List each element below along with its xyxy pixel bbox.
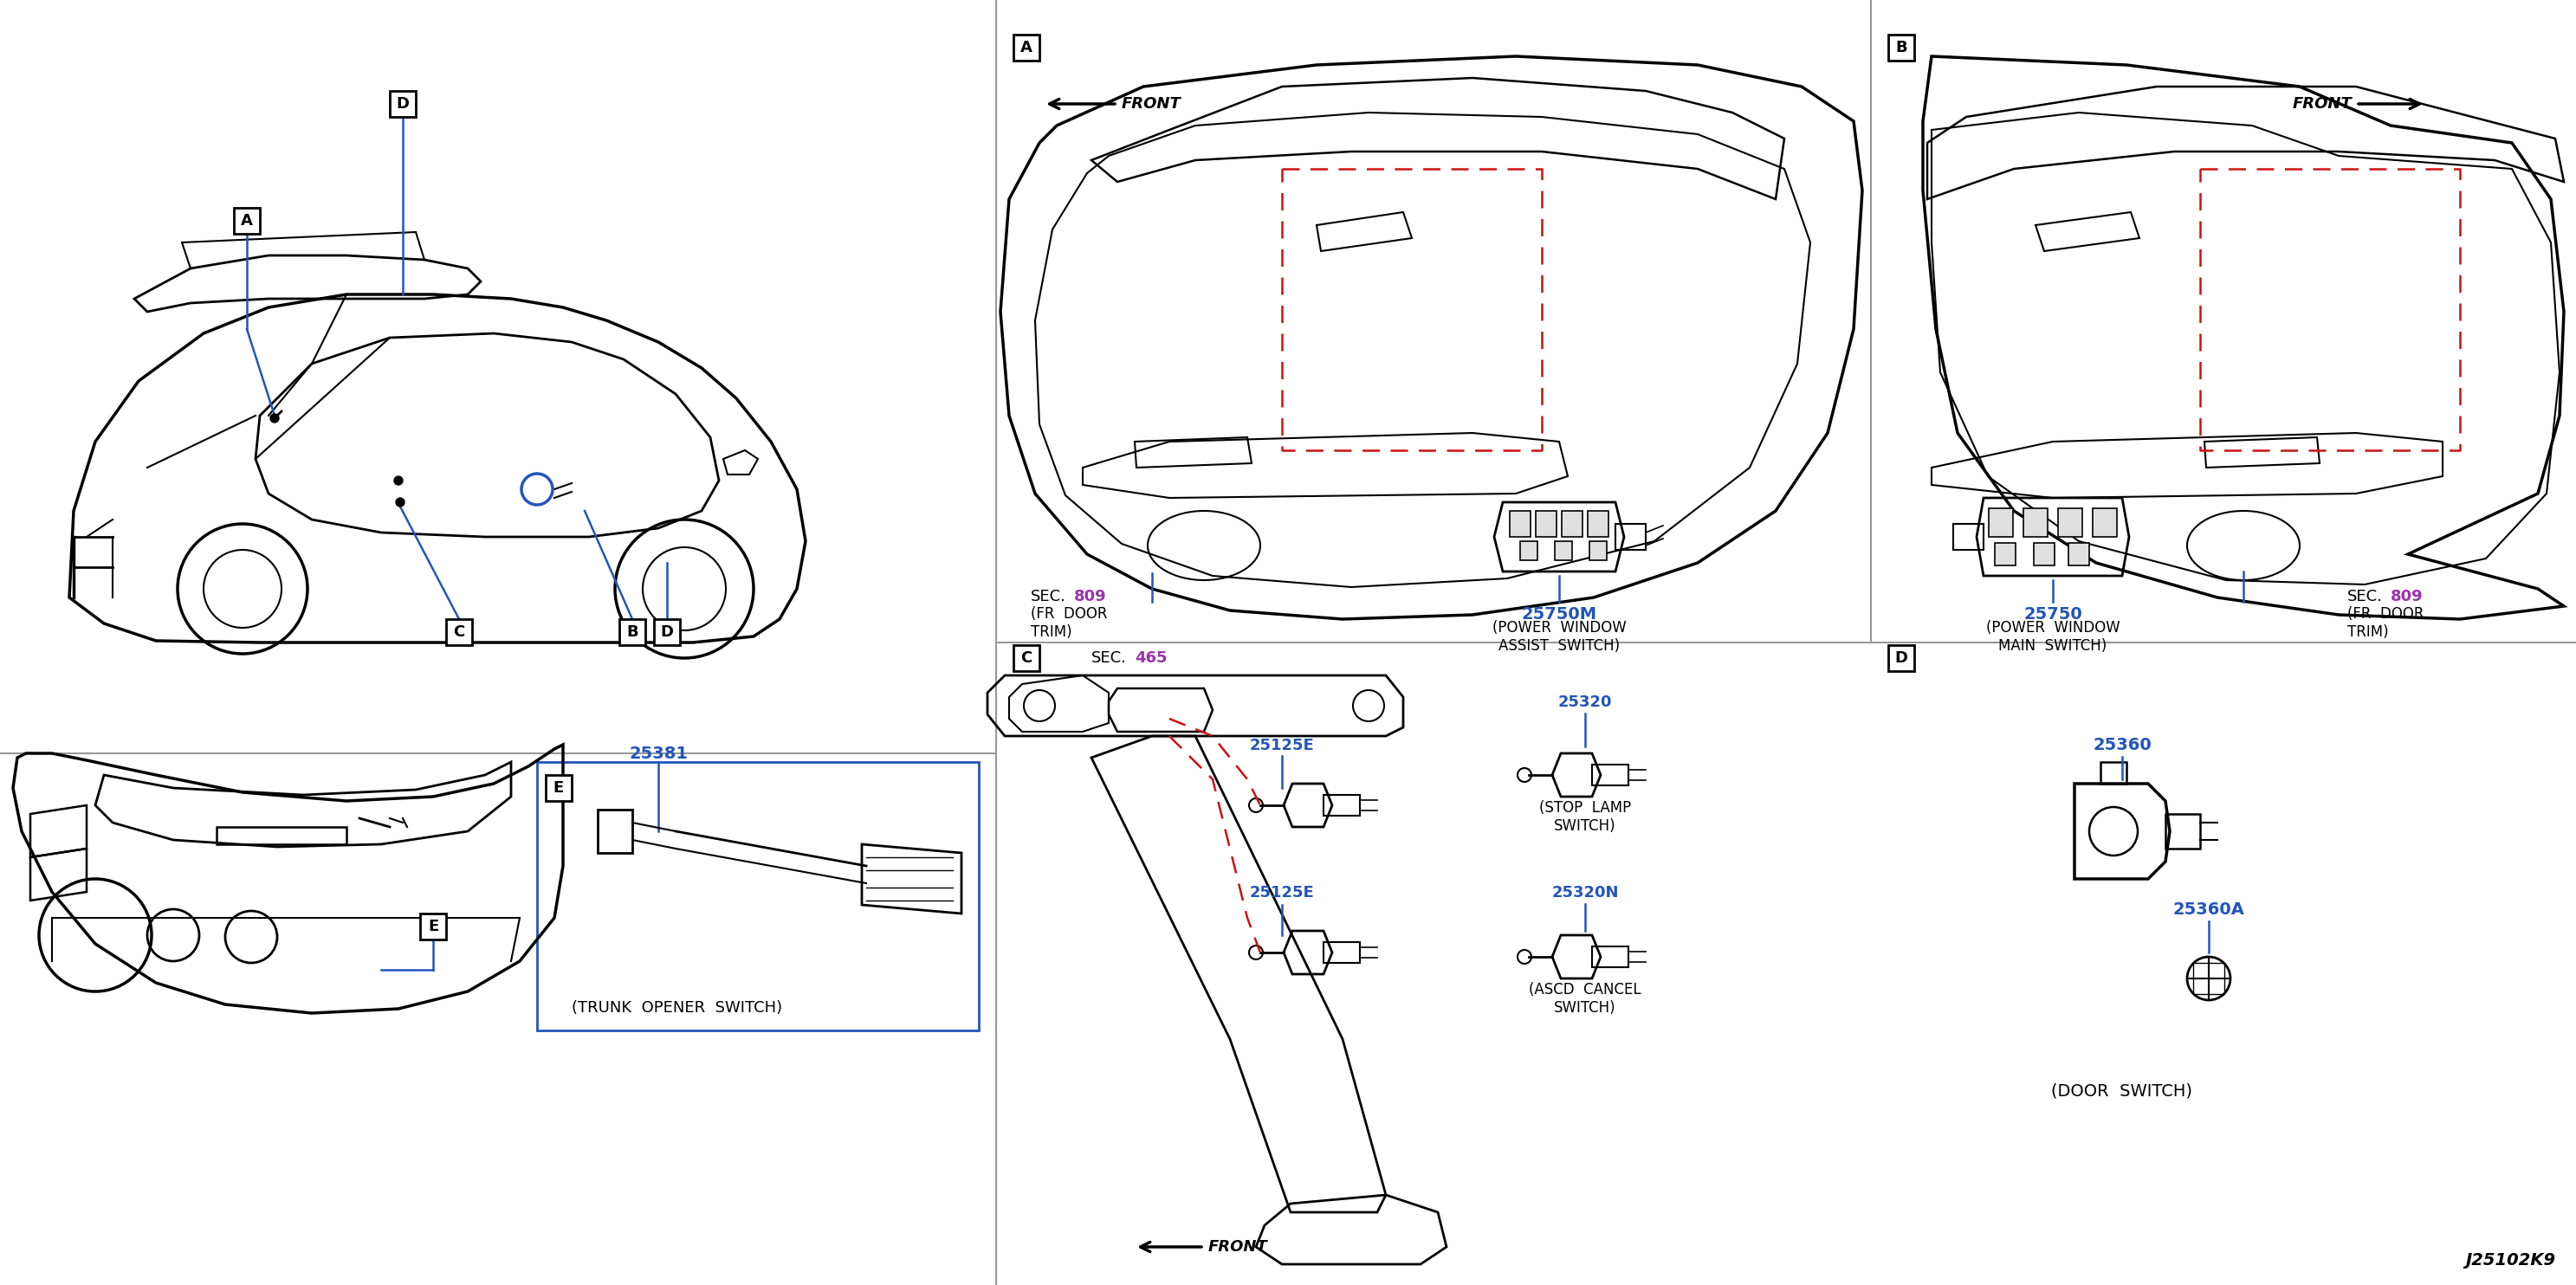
Polygon shape	[1589, 541, 1607, 560]
Text: 25750M: 25750M	[1522, 607, 1597, 623]
Text: (POWER  WINDOW
ASSIST  SWITCH): (POWER WINDOW ASSIST SWITCH)	[1492, 619, 1625, 654]
Text: D: D	[397, 96, 410, 112]
Text: C: C	[1020, 650, 1033, 666]
FancyBboxPatch shape	[536, 762, 979, 1031]
FancyBboxPatch shape	[1888, 645, 1914, 671]
FancyBboxPatch shape	[1888, 35, 1914, 60]
Text: E: E	[554, 780, 564, 795]
Text: 25360: 25360	[2092, 736, 2151, 753]
Text: A: A	[240, 213, 252, 229]
Text: 25125E: 25125E	[1249, 885, 1314, 901]
Text: 25360A: 25360A	[2172, 901, 2244, 917]
Text: SEC.: SEC.	[2347, 589, 2383, 604]
Polygon shape	[1994, 544, 2014, 565]
Text: (FR  DOOR
TRIM): (FR DOOR TRIM)	[2347, 607, 2424, 640]
Text: 465: 465	[1133, 650, 1167, 666]
Text: (DOOR  SWITCH): (DOOR SWITCH)	[2050, 1082, 2192, 1099]
Text: 25320: 25320	[1558, 694, 1613, 711]
Polygon shape	[1556, 541, 1571, 560]
Text: D: D	[1896, 650, 1909, 666]
Text: (STOP  LAMP
SWITCH): (STOP LAMP SWITCH)	[1538, 801, 1631, 834]
Text: 25320N: 25320N	[1551, 885, 1618, 901]
Text: B: B	[626, 625, 639, 640]
Circle shape	[397, 497, 404, 506]
Text: (TRUNK  OPENER  SWITCH): (TRUNK OPENER SWITCH)	[572, 1000, 783, 1015]
Text: 25750: 25750	[2025, 607, 2081, 623]
Polygon shape	[1535, 511, 1556, 537]
FancyBboxPatch shape	[654, 619, 680, 645]
Text: J25102K9: J25102K9	[2465, 1252, 2555, 1268]
FancyBboxPatch shape	[234, 208, 260, 234]
Polygon shape	[2069, 544, 2089, 565]
Polygon shape	[2035, 544, 2056, 565]
Text: B: B	[1896, 40, 1906, 55]
Text: SEC.: SEC.	[1030, 589, 1066, 604]
Polygon shape	[2058, 509, 2081, 537]
Text: D: D	[659, 625, 672, 640]
FancyBboxPatch shape	[446, 619, 471, 645]
Text: C: C	[453, 625, 464, 640]
FancyBboxPatch shape	[389, 91, 415, 117]
Text: 25125E: 25125E	[1249, 738, 1314, 753]
Text: (FR  DOOR
TRIM): (FR DOOR TRIM)	[1030, 607, 1108, 640]
Text: (POWER  WINDOW
MAIN  SWITCH): (POWER WINDOW MAIN SWITCH)	[1986, 619, 2120, 654]
FancyBboxPatch shape	[546, 775, 572, 801]
Text: SEC.: SEC.	[1092, 650, 1126, 666]
Polygon shape	[2092, 509, 2117, 537]
Circle shape	[394, 477, 402, 484]
Text: (ASCD  CANCEL
SWITCH): (ASCD CANCEL SWITCH)	[1530, 982, 1641, 1015]
FancyBboxPatch shape	[1012, 645, 1038, 671]
Text: FRONT: FRONT	[1208, 1239, 1267, 1254]
Text: 809: 809	[2391, 589, 2424, 604]
Polygon shape	[1587, 511, 1607, 537]
Polygon shape	[2022, 509, 2048, 537]
Polygon shape	[1520, 541, 1538, 560]
Text: 25381: 25381	[629, 745, 688, 762]
Polygon shape	[1989, 509, 2012, 537]
Text: E: E	[428, 919, 438, 934]
Circle shape	[270, 414, 278, 423]
Text: A: A	[1020, 40, 1033, 55]
FancyBboxPatch shape	[420, 914, 446, 939]
Polygon shape	[1510, 511, 1530, 537]
Text: FRONT: FRONT	[2293, 96, 2352, 112]
Text: 809: 809	[1074, 589, 1108, 604]
Text: FRONT: FRONT	[1121, 96, 1182, 112]
Polygon shape	[1561, 511, 1582, 537]
FancyBboxPatch shape	[618, 619, 647, 645]
FancyBboxPatch shape	[1012, 35, 1038, 60]
